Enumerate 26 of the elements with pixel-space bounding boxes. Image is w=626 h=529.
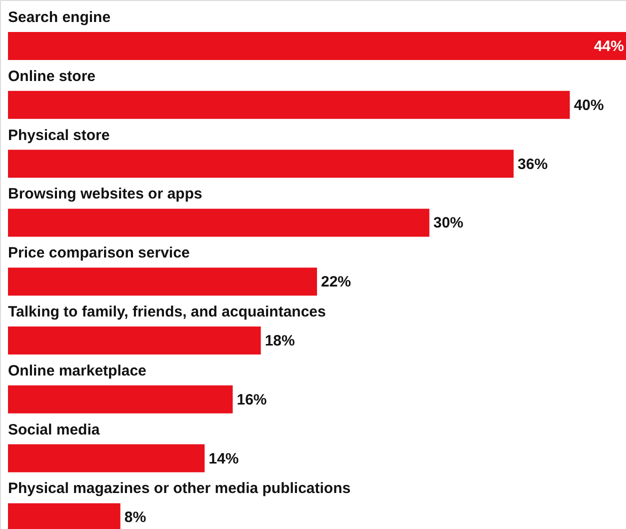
bar (8, 208, 430, 237)
y-tick-label: Online store (8, 68, 96, 85)
y-tick-label: Talking to family, friends, and acquaintances (8, 304, 326, 320)
data-label: 40% (574, 96, 604, 114)
y-tick-label: Browsing websites or apps (8, 186, 202, 203)
data-label: 22% (321, 274, 352, 291)
bar (8, 444, 205, 472)
bar (8, 268, 317, 296)
y-tick-label: Physical magazines or other media publications (8, 480, 351, 498)
bar (8, 326, 261, 354)
data-label: 8% (124, 509, 146, 526)
data-label: 18% (264, 332, 295, 350)
bar (8, 90, 570, 119)
y-tick-label: Social media (8, 421, 100, 438)
bar (8, 150, 514, 178)
data-label: 44% (594, 38, 624, 55)
data-label: 14% (208, 450, 239, 468)
data-label: 30% (433, 214, 464, 232)
bar (8, 32, 626, 60)
y-tick-label: Price comparison service (8, 244, 190, 262)
bar (8, 385, 233, 414)
y-tick-label: Search engine (8, 9, 111, 26)
data-label: 36% (518, 156, 548, 173)
y-tick-label: Online marketplace (8, 362, 146, 380)
y-tick-label: Physical store (8, 126, 110, 144)
data-label: 16% (236, 391, 267, 408)
